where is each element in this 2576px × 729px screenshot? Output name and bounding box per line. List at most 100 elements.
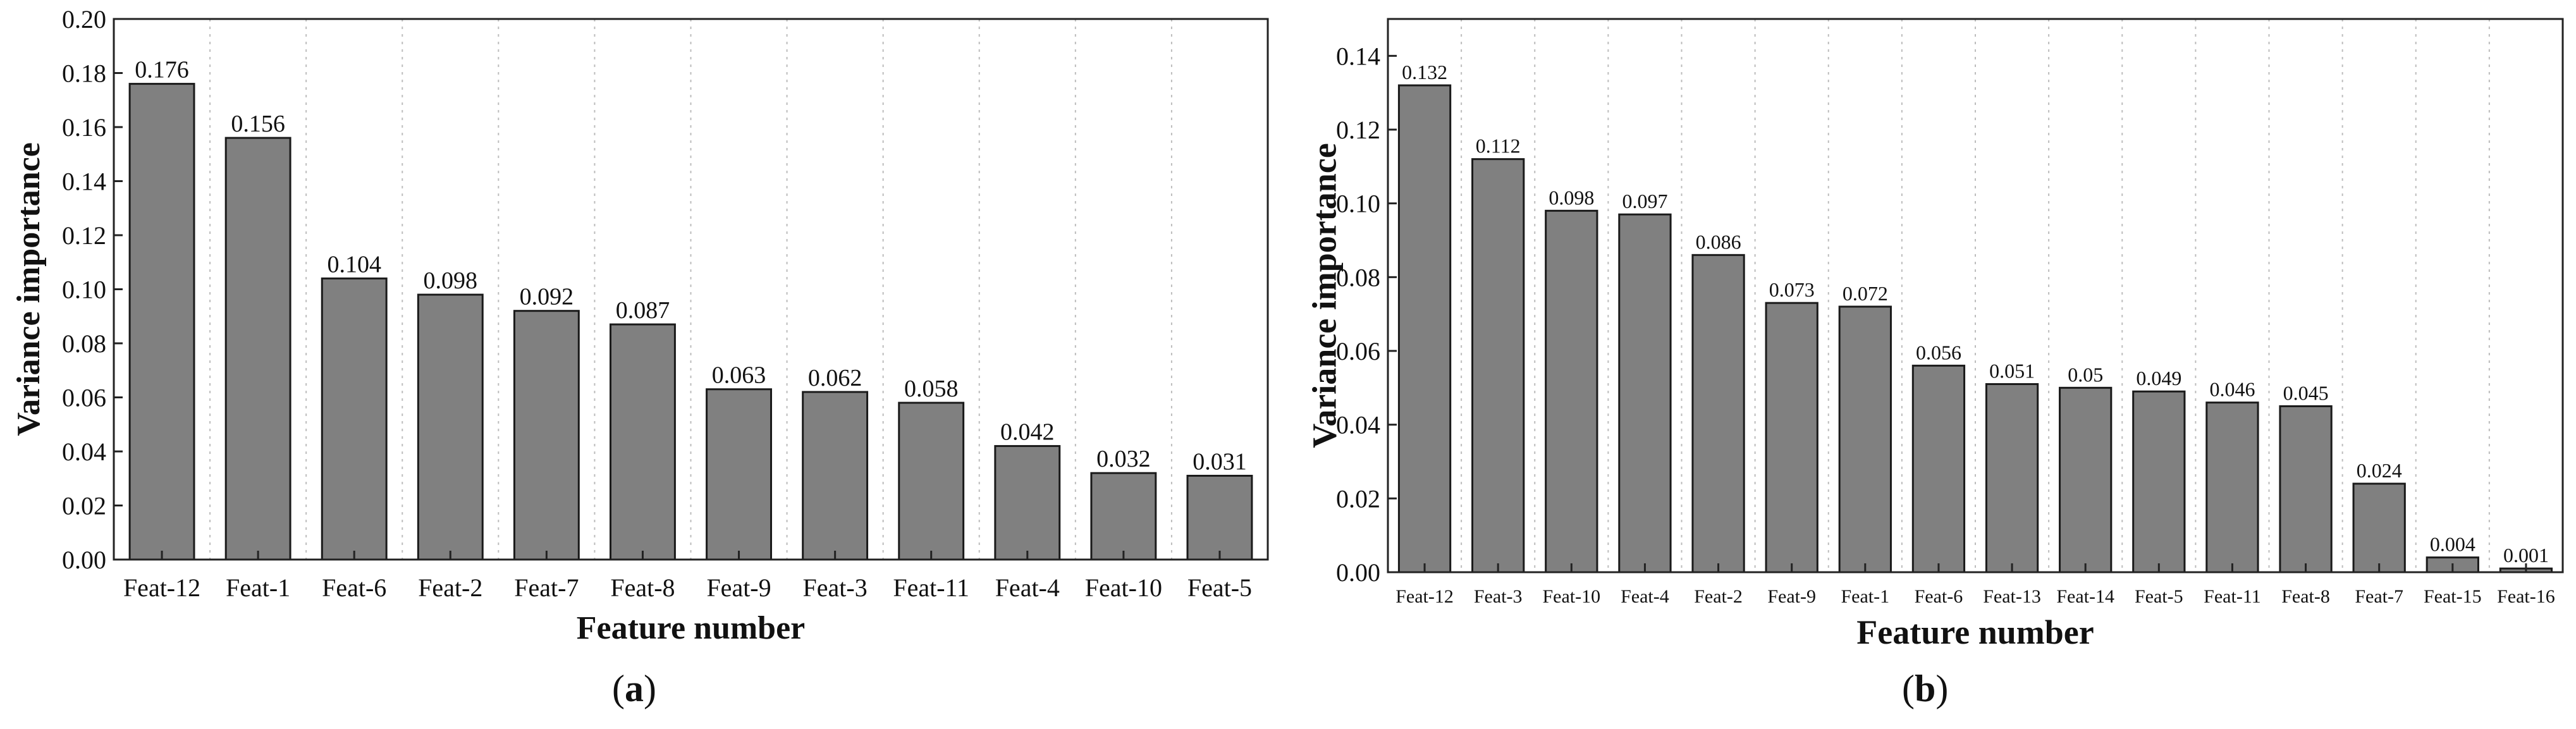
value-label-a: 0.058 [904,376,959,402]
x-tick-label-a: Feat-9 [706,573,771,602]
bar-a [417,293,484,561]
bar-b [2132,390,2186,573]
value-label-b: 0.112 [1476,135,1521,157]
value-label-a: 0.062 [808,365,862,391]
value-label-b: 0.046 [2209,378,2255,401]
x-tick-label-b: Feat-2 [1694,586,1743,607]
x-axis-label-a: Feature number [577,610,806,646]
y-tick-label-a: 0.08 [62,329,106,358]
y-tick-label-a: 0.06 [62,384,106,412]
y-axis-label-a: Variance importance [11,142,47,436]
y-tick-label-b: 0.06 [1336,337,1380,365]
bar-a [128,83,195,561]
bar-a [224,137,291,561]
bar-b [1618,213,1672,573]
bar-b [2205,401,2259,573]
x-tick-label-a: Feat-3 [803,573,868,602]
bar-b [1911,364,1966,573]
bar-a [1186,474,1253,561]
x-tick-label-b: Feat-13 [1983,586,2041,607]
bar-a [1090,472,1157,561]
x-tick-label-b: Feat-9 [1767,586,1816,607]
value-label-a: 0.087 [616,297,670,324]
panel-label-b-letter: b [1914,668,1936,709]
x-tick-label-b: Feat-10 [1542,586,1600,607]
x-tick-label-a: Feat-5 [1187,573,1252,602]
bar-a [994,444,1061,561]
value-label-b: 0.045 [2283,382,2329,405]
x-tick-label-b: Feat-3 [1474,586,1523,607]
bar-a [321,277,388,561]
value-label-a: 0.104 [327,251,381,278]
value-label-b: 0.049 [2136,367,2181,389]
x-tick-label-b: Feat-14 [2056,586,2114,607]
x-tick-label-b: Feat-6 [1915,586,1963,607]
x-tick-label-a: Feat-8 [610,573,675,602]
panel-label-a: (a) [612,668,656,709]
y-tick-label-a: 0.16 [62,113,106,142]
bar-a [706,388,772,561]
y-tick-label-a: 0.12 [62,221,106,250]
value-label-a: 0.063 [712,362,766,389]
value-label-b: 0.05 [2068,363,2103,386]
y-tick-label-a: 0.02 [62,492,106,520]
x-axis-label-b: Feature number [1856,613,2094,651]
x-tick-label-a: Feat-6 [322,573,386,602]
x-tick-label-b: Feat-12 [1395,586,1454,607]
value-label-a: 0.092 [520,284,574,310]
x-tick-label-b: Feat-16 [2497,586,2555,607]
x-tick-label-a: Feat-4 [995,573,1060,602]
x-tick-label-a: Feat-12 [123,573,200,602]
x-tick-label-b: Feat-15 [2424,586,2482,607]
bar-a [610,323,676,561]
y-tick-label-b: 0.04 [1336,411,1380,439]
y-tick-label-a: 0.18 [62,59,106,88]
y-tick-label-a: 0.04 [62,438,106,466]
y-tick-label-b: 0.02 [1336,484,1380,513]
value-label-b: 0.132 [1402,61,1447,83]
value-label-a: 0.176 [135,57,189,83]
y-tick-label-a: 0.14 [62,168,106,196]
y-tick-label-b: 0.14 [1336,42,1380,70]
bars-a: 0.176 0.156 0.104 0.098 0.092 0.087 0.063 0.062… [128,19,1253,561]
bars-b: 0.132 0.112 0.098 0.097 0.086 0.073 0.072 0.056… [1397,19,2553,573]
y-tick-label-b: 0.10 [1336,190,1380,218]
value-label-b: 0.098 [1549,186,1594,209]
bar-b [2279,405,2333,573]
value-label-b: 0.072 [1843,282,1888,305]
bar-a [513,310,580,561]
x-ticks-b: Feat-12 Feat-3 Feat-10 Feat-4 Feat-2 Feat-9 Fe… [1395,563,2555,607]
y-tick-label-b: 0.00 [1336,558,1380,587]
y-tick-label-a: 0.10 [62,276,106,304]
value-label-a: 0.031 [1193,448,1247,475]
value-label-b: 0.086 [1696,230,1741,253]
y-ticks-b: 0.00 0.02 0.04 0.06 0.08 0.10 0.12 0.14 [1336,42,1397,587]
x-tick-label-b: Feat-5 [2135,586,2183,607]
x-tick-label-b: Feat-1 [1841,586,1889,607]
value-label-b: 0.004 [2430,533,2475,556]
bar-b [1691,254,1745,573]
bar-b [1765,302,1819,573]
value-label-b: 0.073 [1769,278,1815,301]
value-label-b: 0.024 [2357,459,2402,482]
bar-a [898,401,965,561]
x-tick-label-a: Feat-7 [514,573,579,602]
value-label-b: 0.097 [1622,190,1667,212]
plot-frame-b [1387,18,2564,573]
chart-b: 0.132 0.112 0.098 0.097 0.086 0.073 0.072 0.056… [1305,18,2564,651]
x-tick-label-a: Feat-2 [418,573,482,602]
panel-label-b: (b) [1902,668,1949,709]
value-label-a: 0.156 [231,111,285,137]
x-tick-label-a: Feat-11 [893,573,969,602]
x-tick-label-b: Feat-4 [1621,586,1669,607]
x-tick-label-b: Feat-11 [2204,586,2261,607]
x-tick-label-a: Feat-1 [226,573,290,602]
bar-b [1545,209,1598,573]
x-tick-label-b: Feat-7 [2355,586,2403,607]
y-tick-label-b: 0.12 [1336,116,1380,144]
value-label-b: 0.051 [1989,360,2035,383]
y-tick-label-a: 0.00 [62,546,106,574]
x-tick-label-b: Feat-8 [2281,586,2330,607]
bar-b [1471,158,1525,573]
value-label-a: 0.042 [1000,419,1055,445]
